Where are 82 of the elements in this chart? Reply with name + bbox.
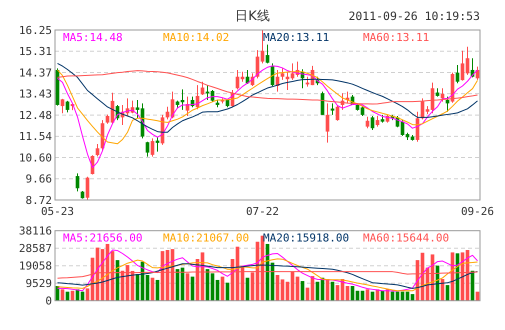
y-tick-label: 9.66 (26, 172, 52, 186)
bar (386, 289, 390, 301)
bar (190, 276, 194, 301)
candlestick (66, 100, 70, 113)
chart-title: 日K线 (235, 9, 270, 24)
bar (300, 281, 304, 301)
bar (60, 289, 64, 301)
candlestick (276, 69, 280, 92)
y-tick-label: 16.25 (18, 24, 52, 37)
bar (376, 289, 380, 301)
candlestick (270, 62, 274, 86)
candlestick (376, 116, 380, 128)
candlestick (186, 96, 190, 117)
y-tick-label: 0 (45, 294, 52, 308)
candlestick (76, 172, 80, 192)
candlestick (86, 176, 90, 200)
bar (66, 292, 70, 301)
line-series (57, 250, 478, 292)
candlestick (266, 44, 270, 64)
candlestick (370, 116, 374, 131)
text: MA10:14.02 (163, 31, 230, 44)
bar (366, 289, 370, 301)
candlestick (80, 192, 84, 198)
y-tick-label: 8.72 (26, 194, 52, 207)
bar (156, 280, 160, 301)
y-tick-label: 13.43 (18, 88, 52, 101)
candlestick (330, 102, 334, 116)
candlestick (336, 104, 340, 122)
x-tick-label: 07-22 (246, 205, 280, 218)
series-label: MA10:21067.00 (163, 232, 250, 245)
candlestick (146, 141, 150, 158)
y-tick-label: 28587 (18, 242, 52, 256)
bar (326, 279, 330, 301)
candlestick (440, 88, 444, 102)
series-label: MA5:21656.00 (63, 232, 142, 245)
candlestick (366, 116, 370, 129)
y-tick-label: 15.31 (18, 45, 52, 58)
candlestick (96, 144, 100, 157)
bar (226, 282, 230, 301)
candlestick (416, 111, 420, 142)
y-tick-label: 9529 (26, 277, 52, 290)
candlestick (90, 154, 94, 175)
candlestick (476, 66, 480, 80)
y-tick-label: 14.37 (18, 66, 52, 80)
y-tick-label: 19058 (18, 260, 52, 273)
candlestick (280, 68, 284, 80)
text: MA20:13.11 (263, 31, 330, 44)
candlestick (196, 84, 200, 110)
bar (370, 292, 374, 301)
candlestick (446, 96, 450, 112)
candlestick (326, 102, 330, 144)
candlestick (246, 69, 250, 84)
text: MA5:14.48 (63, 31, 123, 44)
text: 2011-09-26 10:19:53 (348, 9, 480, 23)
x-tick-label: 05-23 (40, 205, 74, 218)
bar (330, 282, 334, 301)
y-tick-label: 12.48 (18, 108, 52, 122)
bar (470, 270, 474, 301)
bar (56, 286, 60, 301)
bar (116, 260, 120, 301)
bar (246, 278, 250, 301)
text: MA60:13.11 (363, 31, 430, 44)
text: MA60:15644.00 (363, 232, 450, 245)
candlestick (320, 91, 324, 116)
candlestick (200, 81, 204, 96)
candlestick (150, 138, 154, 158)
bar (70, 290, 74, 301)
bar (440, 279, 444, 301)
y-tick-label: 38116 (18, 224, 52, 238)
candlestick (156, 136, 160, 152)
candlestick (456, 64, 460, 84)
bar (476, 292, 480, 301)
bar (446, 285, 450, 301)
line-series (57, 263, 478, 289)
bar (380, 290, 384, 301)
bar (150, 278, 154, 301)
bar (220, 276, 224, 301)
y-tick-label: 10.60 (18, 151, 52, 164)
y-tick-label: 11.54 (18, 130, 52, 144)
candlestick (60, 98, 64, 114)
line-series (57, 258, 478, 292)
x-tick-label: 09-26 (460, 205, 494, 218)
